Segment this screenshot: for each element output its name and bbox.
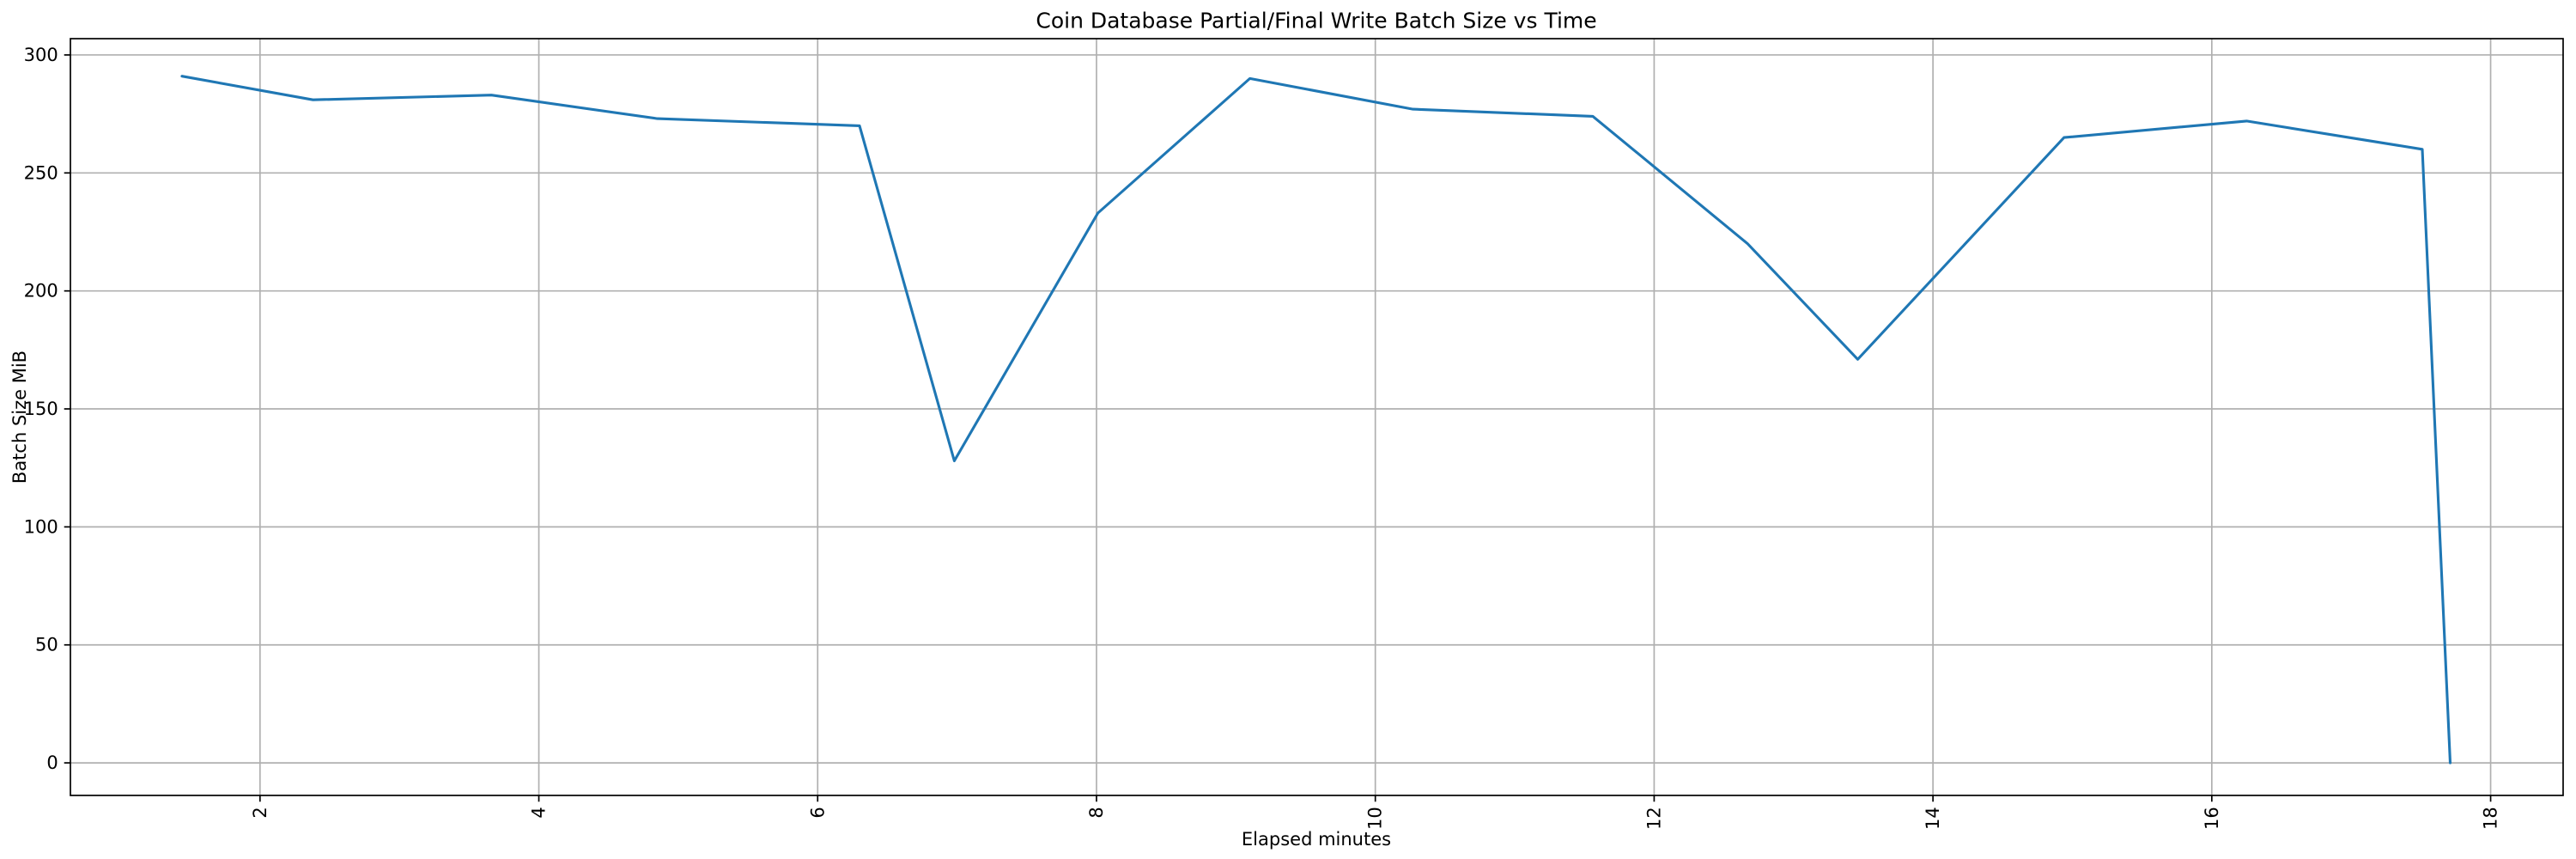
x-tick-label-group: 4 — [529, 807, 550, 818]
y-tick-label: 50 — [35, 635, 58, 655]
x-tick-label-group: 6 — [807, 807, 828, 818]
y-tick-label: 300 — [24, 45, 58, 65]
y-axis-label: Batch Size MiB — [9, 350, 30, 484]
label-layer: Coin Database Partial/Final Write Batch … — [9, 9, 1597, 850]
y-tick-label: 0 — [46, 752, 58, 773]
x-tick-label: 12 — [1643, 807, 1664, 830]
x-tick-label-group: 18 — [2481, 807, 2501, 830]
x-tick-label: 8 — [1086, 807, 1107, 818]
x-tick-label-group: 16 — [2202, 807, 2222, 830]
x-tick-label-group: 10 — [1365, 807, 1386, 830]
x-tick-label: 18 — [2481, 807, 2501, 830]
y-tick-label: 250 — [24, 162, 58, 183]
x-tick-label-group: 2 — [250, 807, 270, 818]
series-line-batch-size-mib — [180, 75, 2452, 765]
x-axis-label: Elapsed minutes — [1242, 829, 1391, 850]
x-tick-label: 2 — [250, 807, 270, 818]
x-tick-label: 14 — [1923, 807, 1943, 830]
chart-title: Coin Database Partial/Final Write Batch … — [1036, 9, 1596, 34]
tick-layer: 2 4 6 8 10 12 14 16 18 0 50 100 150 200 250 300 — [24, 45, 2501, 830]
x-tick-label-group: 12 — [1643, 807, 1664, 830]
spine-layer — [70, 38, 2564, 796]
y-tick-label: 200 — [24, 281, 58, 302]
x-tick-label: 4 — [529, 807, 550, 818]
x-tick-label: 16 — [2202, 807, 2222, 830]
plot-spines — [70, 38, 2564, 796]
y-tick-label: 150 — [24, 399, 58, 419]
y-tick-label: 100 — [24, 516, 58, 537]
series-layer — [180, 75, 2452, 765]
grid-layer — [70, 39, 2563, 795]
x-tick-label-group: 14 — [1923, 807, 1943, 830]
x-tick-label-group: 8 — [1086, 807, 1107, 818]
x-tick-label: 10 — [1365, 807, 1386, 830]
x-tick-label: 6 — [807, 807, 828, 818]
